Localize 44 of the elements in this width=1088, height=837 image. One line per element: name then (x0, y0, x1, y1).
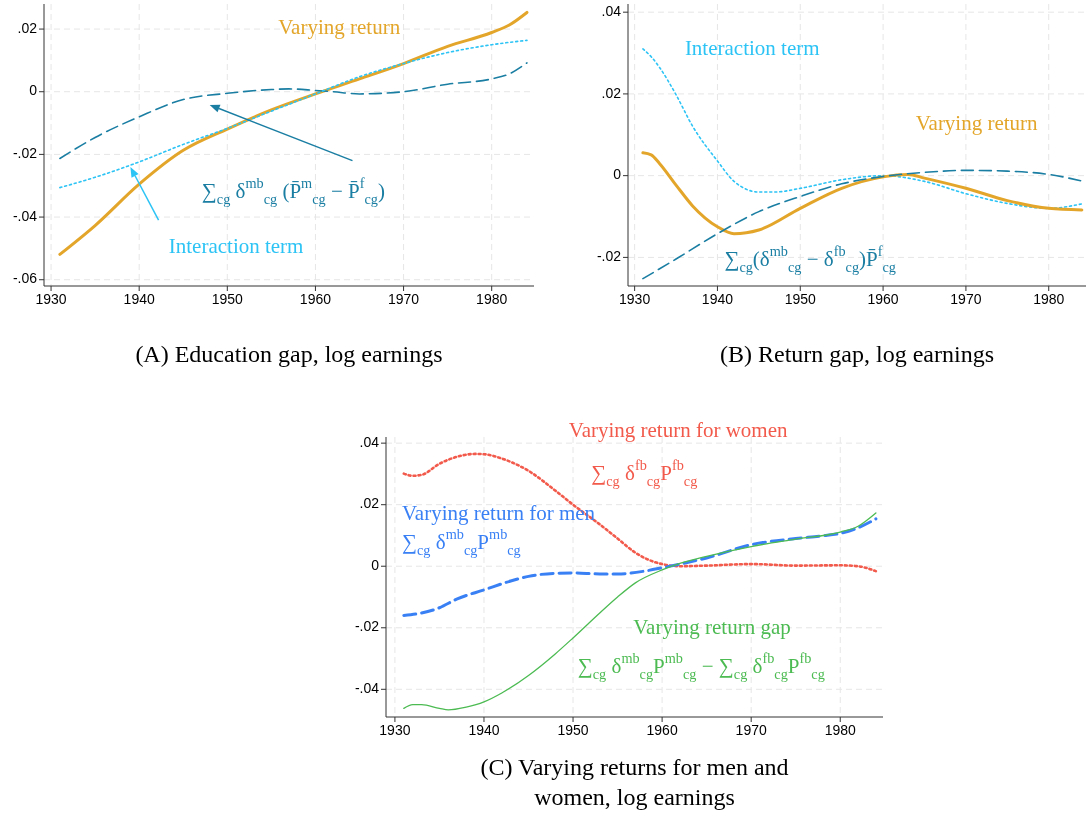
y-tick-label: .02 (359, 495, 380, 512)
y-tick-label: .04 (601, 2, 622, 19)
y-tick-label: .02 (601, 84, 622, 101)
x-tick-label: 1930 (619, 291, 651, 307)
line-series (402, 452, 878, 573)
x-tick-label: 1950 (784, 291, 817, 307)
text: (B) Return gap, log earnings (720, 340, 994, 367)
x-tick-label: 1960 (867, 291, 899, 307)
text: Interaction term (168, 234, 304, 259)
y-tick-label: .02 (17, 19, 38, 36)
text: (C) Varying returns for men and women, log earnings (480, 753, 789, 810)
x-tick-label: 1960 (299, 291, 332, 307)
series-label: Varying return (278, 14, 401, 39)
line-series (642, 169, 1083, 280)
x-tick-label: 1950 (557, 722, 589, 738)
x-tick-label: 1940 (701, 291, 734, 307)
series-label: Interaction term (684, 36, 820, 60)
x-tick-label: 1970 (735, 722, 767, 738)
y-tick-label: -.02 (12, 145, 38, 162)
y-tick-label: -.06 (12, 270, 38, 287)
x-tick-label: 1980 (1033, 291, 1065, 307)
x-tick-label: 1940 (468, 722, 500, 738)
text: (A) Education gap, log earnings (135, 340, 443, 367)
y-tick-label: 0 (371, 556, 380, 573)
x-tick-label: 1980 (824, 722, 857, 738)
x-tick-label: 1930 (35, 291, 67, 307)
x-tick-label: 1970 (387, 291, 420, 307)
x-tick-label: 1930 (379, 722, 411, 738)
x-tick-label: 1960 (646, 722, 678, 738)
y-tick-label: 0 (613, 166, 622, 183)
y-tick-label: -.02 (596, 248, 622, 265)
y-tick-label: -.02 (354, 618, 380, 635)
y-tick-label: -.04 (12, 207, 38, 224)
line-series (641, 151, 1084, 236)
y-tick-label: -.04 (354, 680, 380, 697)
x-tick-label: 1940 (123, 291, 155, 307)
line-series (59, 62, 528, 160)
y-tick-label: .04 (359, 433, 380, 450)
text: ∑$_{cg}$ δ$^{mb}$$_{cg}$ (P̄$^{m}$$_{cg}$ − P̄$^{f}$$_{cg}$) (201, 175, 385, 208)
y-tick-label: 0 (29, 82, 38, 99)
x-tick-label: 1980 (476, 291, 508, 307)
x-tick-label: 1970 (950, 291, 982, 307)
series-label: Varying return (915, 110, 1039, 135)
x-tick-label: 1950 (211, 291, 244, 307)
